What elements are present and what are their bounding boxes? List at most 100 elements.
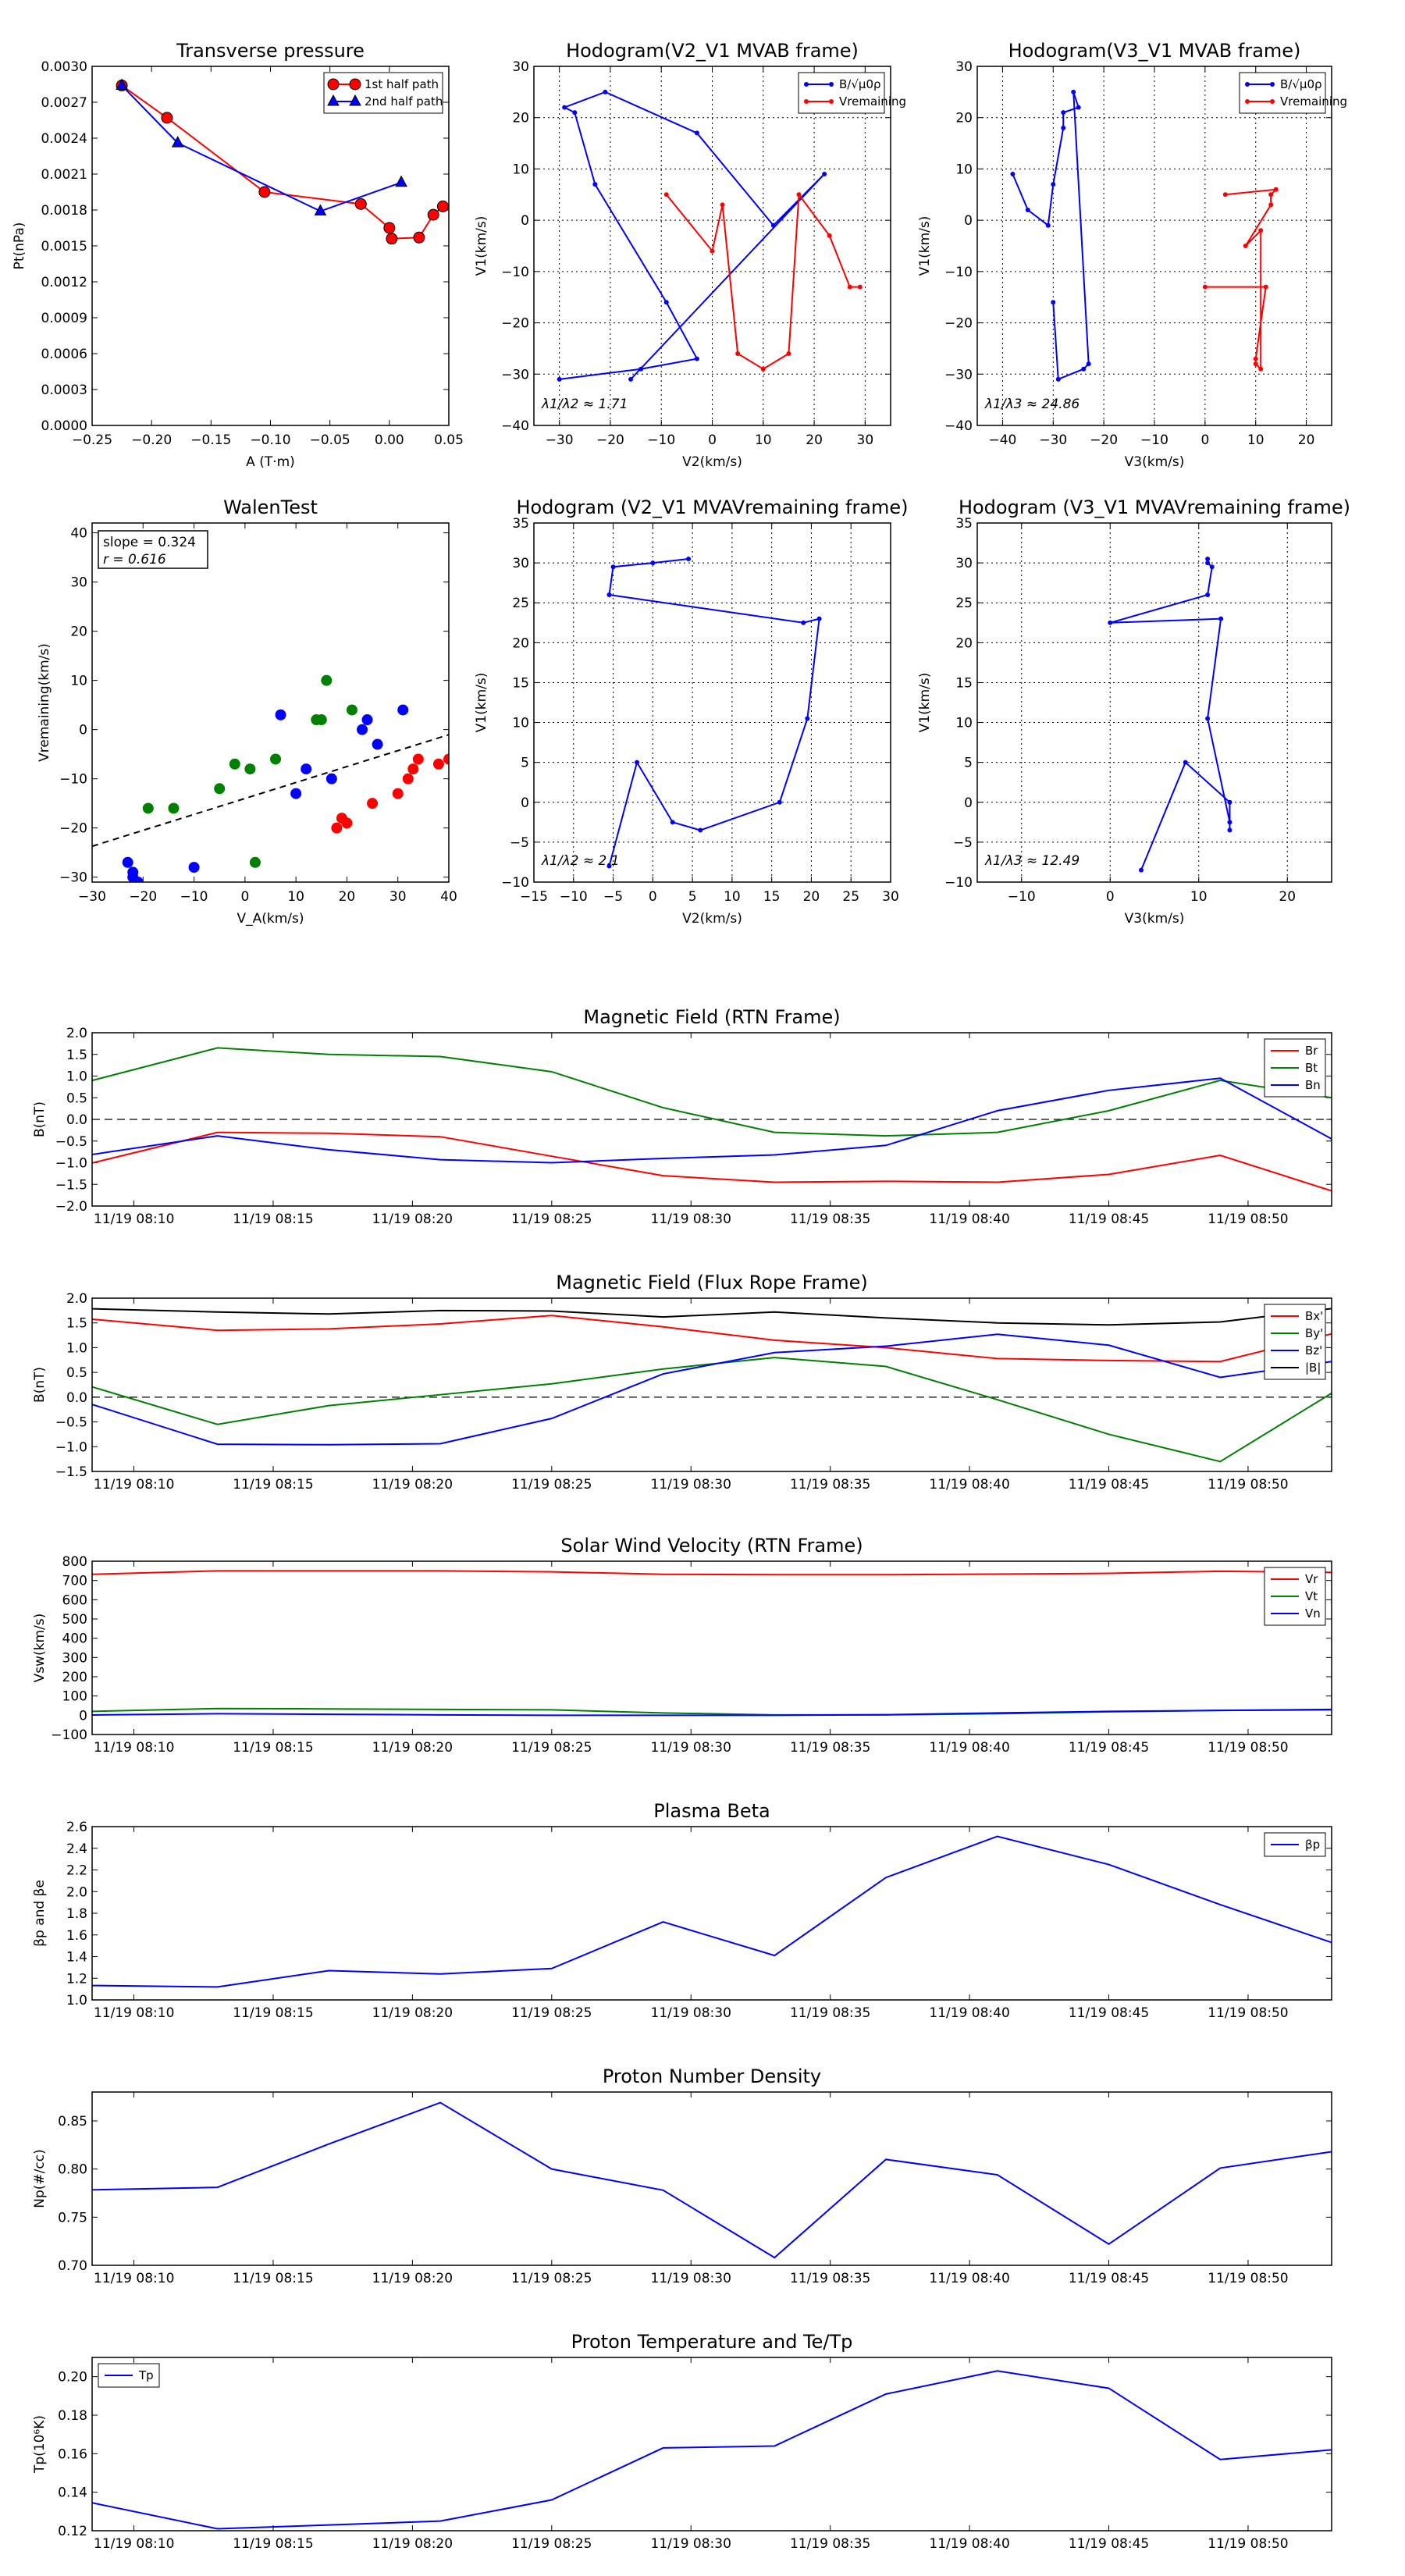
x-tick-label: 30 <box>389 889 407 905</box>
y-tick-label: 2.0 <box>66 1026 87 1041</box>
x-tick-label: 11/19 08:15 <box>233 2271 313 2286</box>
y-tick-label: 0.0006 <box>41 347 87 362</box>
y-tick-label: 2.4 <box>66 1841 87 1857</box>
scatter-point <box>341 817 353 829</box>
chart-magnetic-field-flux-rope: Magnetic Field (Flux Rope Frame) −1.5 −1.0… <box>32 1272 1332 1493</box>
x-tick-label: −0.25 <box>72 432 112 448</box>
legend-label: Tp <box>138 2368 154 2382</box>
x-tick-label: 11/19 08:35 <box>790 1477 870 1493</box>
series-line <box>1204 188 1279 372</box>
data-point <box>171 136 184 148</box>
y-tick-label: 0.0003 <box>41 382 87 398</box>
data-point <box>1258 228 1264 233</box>
legend-label: |B| <box>1305 1361 1321 1375</box>
scatter-point <box>244 763 256 775</box>
scatter-point <box>214 783 226 795</box>
data-point <box>592 182 598 187</box>
scatter-point <box>315 714 327 726</box>
data-point <box>1202 284 1208 290</box>
chart-plasma-beta: Plasma Beta 1.0 1.2 1.4 1.6 1.8 2.0 2.2 2.4 2.6 βp… <box>32 1800 1332 2021</box>
y-tick-label: 1.0 <box>66 1069 87 1085</box>
series-line <box>121 84 402 212</box>
scatter-point <box>397 704 409 716</box>
x-tick-label: −15 <box>520 889 548 905</box>
data-point <box>1138 867 1144 873</box>
x-tick-label: 11/19 08:35 <box>790 2536 870 2552</box>
legend-marker <box>829 82 834 87</box>
y-tick-label: 0.18 <box>58 2408 87 2424</box>
y-tick-label: 0.0021 <box>41 167 87 183</box>
plot-area <box>557 89 863 382</box>
legend-label: Vr <box>1305 1572 1318 1586</box>
x-tick-label: 10 <box>755 432 772 448</box>
scatter-point <box>132 877 144 882</box>
x-tick-label: 11/19 08:30 <box>651 2271 731 2286</box>
x-tick-label: 0 <box>708 432 717 448</box>
data-point <box>1183 760 1188 765</box>
data-point <box>847 284 852 290</box>
data-point <box>413 231 425 244</box>
legend-marker <box>1245 82 1250 87</box>
data-point <box>1025 208 1030 212</box>
data-point <box>562 105 567 110</box>
data-point <box>1108 620 1113 625</box>
legend-box <box>323 72 443 114</box>
y-axis-label: V1(km/s) <box>917 216 933 276</box>
data-point <box>694 356 699 361</box>
x-tick-label: −10 <box>647 432 675 448</box>
y-tick-label: 0.0027 <box>41 95 87 111</box>
chart-magnetic-field-rtn: Magnetic Field (RTN Frame) −2.0 −1.5 −1.0 −0… <box>32 1006 1332 1227</box>
legend-label: Vremaining <box>1280 94 1347 109</box>
series-line <box>1109 559 1231 871</box>
scatter-point <box>321 674 333 686</box>
scatter-point <box>301 763 312 775</box>
plot-frame <box>91 66 450 426</box>
data-point <box>1055 376 1061 382</box>
legend-label: 1st half path <box>365 77 439 91</box>
x-tick-label: 0.00 <box>375 432 404 448</box>
y-tick-label: 400 <box>62 1631 87 1647</box>
x-tick-label: 11/19 08:45 <box>1069 2271 1149 2286</box>
y-axis-label: Np(#/cc) <box>32 2149 48 2208</box>
series-line-Tp <box>92 2370 1332 2530</box>
y-tick-label: −10 <box>501 875 529 891</box>
y-tick-label: 0.0 <box>66 1112 87 1128</box>
data-point <box>663 192 669 197</box>
y-tick-label: 0.20 <box>58 2370 87 2386</box>
y-tick-label: 2.6 <box>66 1820 87 1835</box>
series-line-Vn <box>92 1708 1332 1717</box>
legend-marker <box>327 78 340 91</box>
series-line-Vr <box>92 1570 1332 1576</box>
x-tick-label: 30 <box>857 432 874 448</box>
data-point <box>354 197 367 210</box>
y-tick-label: −30 <box>944 367 973 382</box>
scatter-point <box>432 758 444 770</box>
x-tick-label: 10 <box>287 889 304 905</box>
x-tick-label: 11/19 08:35 <box>790 2005 870 2021</box>
data-point <box>638 366 644 372</box>
x-tick-label: 11/19 08:40 <box>929 1477 1009 1493</box>
legend-label: B/√μ0ρ <box>839 77 881 91</box>
data-point <box>314 204 327 216</box>
chart-title: Solar Wind Velocity (RTN Frame) <box>560 1535 863 1557</box>
data-point <box>735 351 741 356</box>
x-tick-label: 0.05 <box>434 432 464 448</box>
y-tick-label: 10 <box>955 716 973 731</box>
x-tick-label: 11/19 08:45 <box>1069 2005 1149 2021</box>
chart-hodogram-v2-v1-mvav: Hodogram (V2_V1 MVAVremaining frame)−10−… <box>474 496 909 927</box>
data-point <box>796 192 802 197</box>
y-axis-label: Pt(nPa) <box>12 222 27 270</box>
y-tick-label: 0 <box>521 795 529 811</box>
data-point <box>777 799 782 805</box>
plot-frame <box>91 1032 1332 1207</box>
data-point <box>698 827 703 833</box>
y-tick-label: 0.70 <box>58 2258 87 2274</box>
y-tick-label: 15 <box>955 675 973 691</box>
scatter-point <box>290 788 302 799</box>
y-tick-label: −20 <box>944 316 973 332</box>
y-tick-label: −10 <box>59 772 87 788</box>
scatter-point <box>372 738 383 750</box>
plot-frame <box>533 66 891 426</box>
y-tick-label: 500 <box>62 1612 87 1628</box>
series-line <box>559 91 825 380</box>
